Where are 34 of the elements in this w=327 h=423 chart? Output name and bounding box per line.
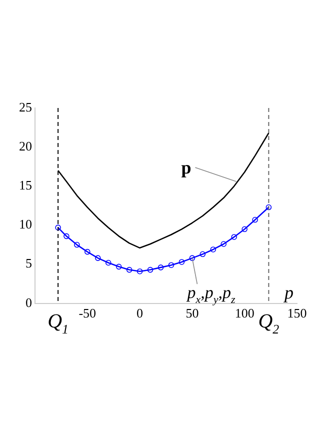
point xyxy=(200,251,206,258)
point xyxy=(242,226,248,232)
x-tick-label: 150 xyxy=(287,306,307,321)
point xyxy=(266,204,272,210)
point xyxy=(136,268,143,274)
point xyxy=(178,259,185,265)
point xyxy=(105,260,112,266)
point xyxy=(210,246,216,252)
x-tick-label: -50 xyxy=(78,306,96,321)
y-tick-label: 25 xyxy=(19,99,32,114)
x-tick-label: 50 xyxy=(186,306,199,321)
x-axis-title: p xyxy=(282,282,294,302)
annotation: p xyxy=(181,157,192,178)
point xyxy=(116,264,122,270)
point xyxy=(147,266,154,273)
point xyxy=(252,216,258,223)
point xyxy=(84,248,90,255)
y-tick-label: 20 xyxy=(19,138,32,154)
y-tick-label: 5 xyxy=(26,256,32,271)
y-tick-label: 10 xyxy=(19,216,32,232)
point xyxy=(94,255,101,261)
x-tick-label: 100 xyxy=(234,306,254,321)
point xyxy=(231,234,238,240)
point xyxy=(189,255,196,261)
y-tick-label: 15 xyxy=(19,178,32,193)
y-tick-label: 0 xyxy=(26,294,32,310)
point xyxy=(168,262,174,268)
point xyxy=(74,242,80,248)
point xyxy=(55,224,61,230)
point xyxy=(158,264,164,270)
point xyxy=(126,266,132,273)
point xyxy=(64,233,70,240)
point xyxy=(220,241,227,247)
x-tick-label: 0 xyxy=(136,306,144,321)
